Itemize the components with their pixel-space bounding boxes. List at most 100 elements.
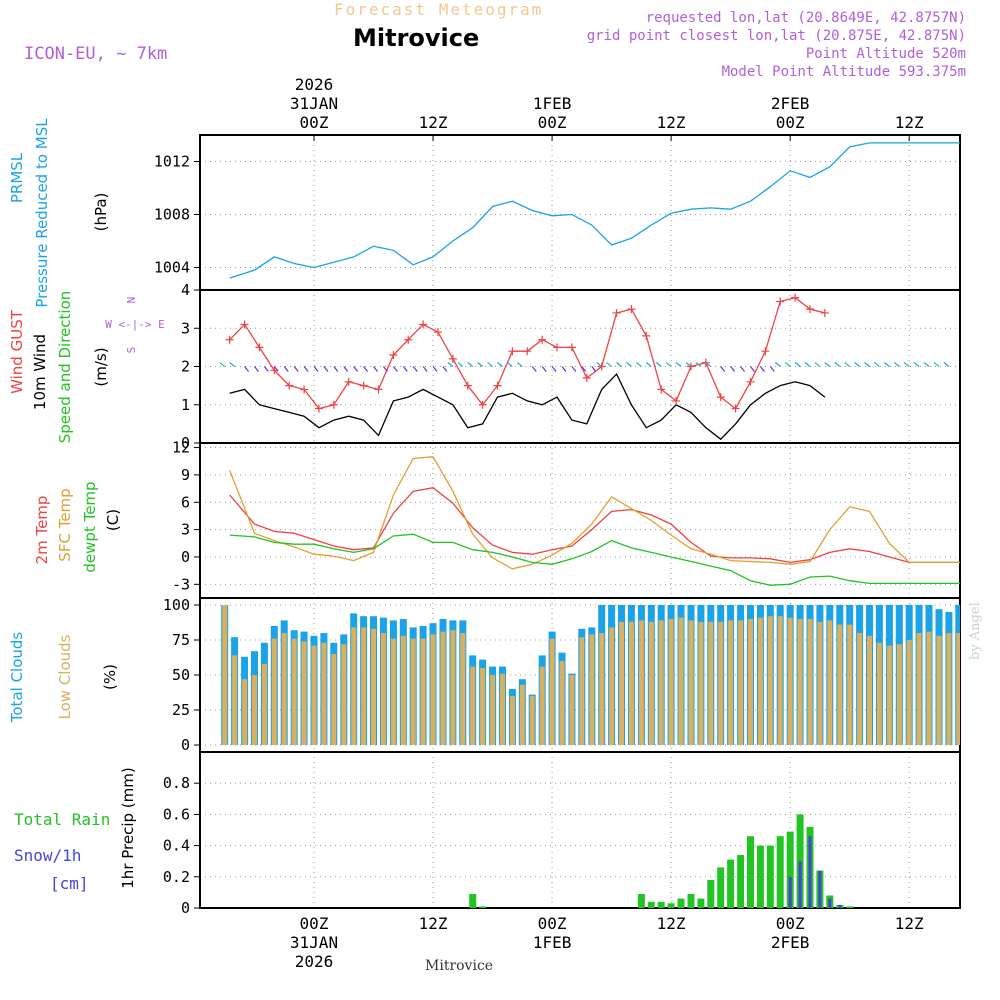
low-cloud-bar — [470, 666, 476, 745]
low-cloud-bar — [232, 655, 238, 745]
gust-marker — [582, 373, 591, 382]
sfc-temp-label: SFC Temp — [56, 488, 74, 561]
gust-marker — [389, 351, 398, 360]
wind-arrow — [353, 366, 359, 372]
rain-bar — [707, 879, 715, 908]
low-cloud-bar — [460, 633, 466, 745]
low-cloud-bar — [926, 631, 932, 745]
gust-marker — [255, 343, 264, 352]
top-axis-label: 00Z — [538, 113, 567, 132]
y-tick-label: 0.6 — [163, 805, 190, 823]
low-cloud-bar — [430, 634, 436, 745]
low-cloud-bar — [876, 642, 882, 745]
y-tick-label: 3 — [181, 521, 190, 539]
low-cloud-bar — [628, 621, 634, 745]
y-tick-label: 0.8 — [163, 774, 190, 792]
wind-arrow — [655, 362, 662, 367]
wind-arrow — [834, 362, 841, 367]
wind-arrow — [923, 362, 930, 367]
low-cloud-bar — [490, 675, 496, 745]
wind-arrow — [903, 362, 910, 367]
wind-arrow — [750, 366, 755, 372]
footer-location: Mitrovice — [425, 958, 494, 974]
meteogram-title: Forecast Meteogram — [334, 0, 544, 19]
low-cloud-bar — [599, 633, 605, 745]
wind-arrow — [477, 362, 484, 367]
low-cloud-bar — [222, 605, 228, 745]
gust-marker — [627, 305, 636, 314]
t2m-line — [229, 487, 960, 564]
wind-arrow — [933, 362, 940, 367]
bottom-axis-label: 12Z — [657, 914, 686, 933]
y-tick-label: 0 — [181, 736, 190, 754]
snow-bar — [788, 876, 792, 908]
low-cloud-bar — [886, 645, 892, 745]
snow-bar — [808, 836, 812, 908]
wind-arrow — [447, 362, 454, 367]
temp-unit: (C) — [104, 509, 122, 531]
rain-bar — [647, 901, 655, 908]
low-cloud-bar — [252, 675, 257, 745]
y-tick-label: 3 — [181, 319, 190, 337]
gust-marker — [731, 404, 740, 413]
wind-arrow — [392, 366, 398, 372]
bottom-axis-label: 00Z — [776, 914, 805, 933]
low-cloud-bar — [559, 661, 565, 745]
low-cloud-bar — [301, 641, 307, 745]
low-cloud-bar — [261, 663, 267, 745]
y-tick-label: 0 — [181, 899, 190, 917]
y-tick-label: 2 — [181, 358, 190, 376]
low-cloud-bar — [291, 638, 297, 745]
gust-marker — [344, 377, 353, 386]
wind-arrow — [581, 366, 587, 372]
point-altitude: Point Altitude 520m — [805, 46, 966, 62]
low-cloud-bar — [589, 634, 595, 745]
wind-arrow — [705, 362, 712, 367]
wind-arrow — [685, 362, 692, 367]
rain-bar — [469, 894, 477, 908]
wind-arrow — [675, 362, 682, 367]
pressure-unit: (hPa) — [92, 193, 110, 232]
bottom-axis-label: 12Z — [895, 914, 924, 933]
wind-arrow — [313, 366, 319, 372]
dewpt-line — [229, 533, 960, 586]
gust-marker — [776, 297, 785, 306]
wind-arrow — [363, 366, 369, 372]
model-label: ICON-EU, ~ 7km — [24, 44, 168, 64]
gust-marker — [642, 331, 651, 340]
low-cloud-bar — [857, 633, 863, 745]
y-tick-label: 9 — [181, 466, 190, 484]
low-cloud-bar — [817, 621, 823, 745]
wind-arrow — [740, 366, 746, 372]
wind-arrow — [874, 362, 880, 367]
gust-marker — [225, 335, 234, 344]
wind-arrow — [457, 362, 464, 367]
rain-bar — [756, 845, 764, 908]
low-cloud-bar — [757, 617, 763, 745]
wind-arrow — [323, 366, 329, 372]
gust-marker — [374, 385, 383, 394]
gust-marker — [538, 335, 547, 344]
gust-marker — [567, 343, 576, 352]
low-cloud-bar — [321, 642, 327, 745]
t2m-label: 2m Temp — [33, 496, 51, 565]
wind-arrow — [695, 362, 702, 367]
low-cloud-bar — [648, 621, 654, 745]
wind-arrow — [229, 362, 236, 367]
wind-arrow — [571, 366, 577, 372]
prmsl-label: PRMSL — [8, 152, 26, 203]
low-cloud-bar — [767, 616, 773, 745]
low-cloud-bar — [936, 635, 942, 745]
low-cloud-bar — [311, 645, 317, 745]
top-axis-label: 00Z — [776, 113, 805, 132]
wind-arrow — [596, 362, 603, 367]
wind-arrow — [422, 366, 428, 372]
top-axis-label: 12Z — [419, 113, 448, 132]
wind-unit: (m/s) — [92, 347, 110, 386]
requested-coords: requested lon,lat (20.8649E, 42.8757N) — [645, 10, 966, 26]
wind-arrow — [412, 366, 418, 372]
gust-marker — [285, 381, 294, 390]
wind-arrow — [531, 366, 537, 372]
low-clouds-label: Low Clouds — [56, 634, 74, 719]
